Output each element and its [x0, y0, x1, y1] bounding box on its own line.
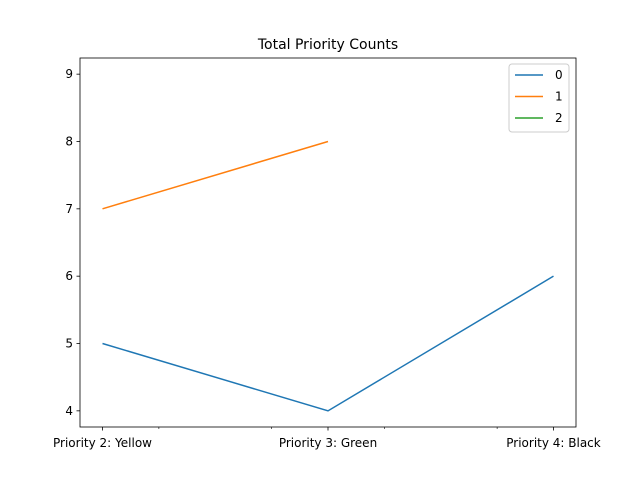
- y-tick-label: 7: [65, 202, 73, 216]
- legend-label-0: 0: [555, 68, 563, 82]
- legend-box: [508, 63, 570, 133]
- y-tick-label: 4: [65, 404, 73, 418]
- plot-frame: [79, 57, 577, 428]
- y-tick-label: 8: [65, 134, 73, 148]
- y-tick-label: 6: [65, 269, 73, 283]
- y-tick-label: 9: [65, 67, 73, 81]
- x-axis: Priority 2: Yellow Priority 3: Green Prior…: [53, 427, 601, 450]
- x-tick-label: Priority 3: Green: [279, 436, 377, 450]
- legend-label-1: 1: [555, 90, 563, 104]
- y-tick-label: 5: [65, 337, 73, 351]
- series-line-1: [102, 140, 329, 210]
- plot-area: [79, 57, 577, 428]
- legend: 0 1 2: [508, 63, 570, 133]
- x-tick-label: Priority 4: Black: [506, 436, 601, 450]
- series-lines: [102, 140, 554, 412]
- legend-label-2: 2: [555, 111, 563, 125]
- chart-title: Total Priority Counts: [257, 37, 398, 53]
- series-line-0: [102, 275, 554, 412]
- x-tick-label: Priority 2: Yellow: [53, 436, 152, 450]
- y-axis: 4 5 6 7 8 9: [65, 67, 80, 418]
